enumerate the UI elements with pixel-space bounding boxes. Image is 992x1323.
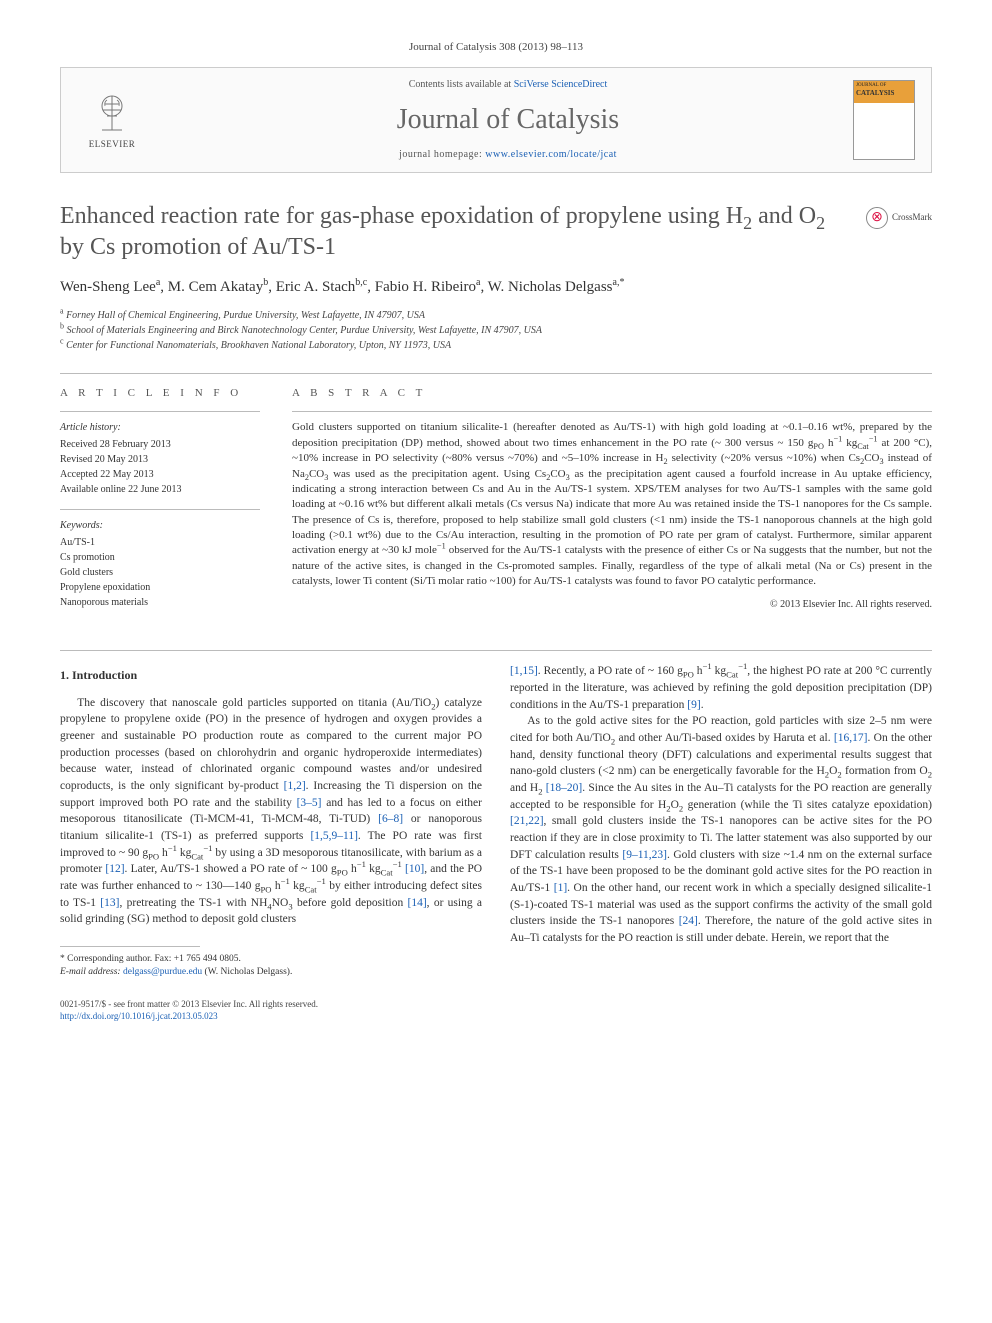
divider	[60, 650, 932, 651]
info-abstract-row: A R T I C L E I N F O Article history: R…	[60, 386, 932, 622]
header-center: Contents lists available at SciVerse Sci…	[163, 78, 853, 161]
page-footer: 0021-9517/$ - see front matter © 2013 El…	[60, 998, 932, 1023]
corresponding-author-note: * Corresponding author. Fax: +1 765 494 …	[60, 953, 482, 980]
journal-name: Journal of Catalysis	[163, 100, 853, 139]
journal-cover-thumbnail: JOURNAL OF CATALYSIS	[853, 80, 915, 160]
journal-header-box: ELSEVIER Contents lists available at Sci…	[60, 67, 932, 172]
corr-email-suffix: (W. Nicholas Delgass).	[202, 967, 292, 977]
footer-front-matter: 0021-9517/$ - see front matter © 2013 El…	[60, 998, 932, 1011]
homepage-prefix: journal homepage:	[399, 149, 485, 160]
email-label: E-mail address:	[60, 967, 123, 977]
journal-reference: Journal of Catalysis 308 (2013) 98–113	[60, 40, 932, 55]
body-two-column: 1. Introduction The discovery that nanos…	[60, 663, 932, 979]
cover-top-text: JOURNAL OF	[856, 83, 912, 89]
elsevier-logo: ELSEVIER	[77, 85, 147, 155]
divider	[60, 373, 932, 374]
section-1-heading: 1. Introduction	[60, 667, 482, 684]
corr-line-1: * Corresponding author. Fax: +1 765 494 …	[60, 953, 482, 966]
sciencedirect-link[interactable]: SciVerse ScienceDirect	[514, 79, 608, 90]
affiliations: a Forney Hall of Chemical Engineering, P…	[60, 308, 932, 353]
intro-paragraph-1: The discovery that nanoscale gold partic…	[60, 695, 482, 928]
history-label: Article history:	[60, 420, 260, 435]
keywords-list: Au/TS-1Cs promotionGold clustersPropylen…	[60, 535, 260, 610]
abstract-copyright: © 2013 Elsevier Inc. All rights reserved…	[292, 598, 932, 612]
corr-email-line: E-mail address: delgass@purdue.edu (W. N…	[60, 966, 482, 979]
contents-prefix: Contents lists available at	[409, 79, 514, 90]
keywords-block: Keywords: Au/TS-1Cs promotionGold cluste…	[60, 509, 260, 610]
intro-paragraph-3: As to the gold active sites for the PO r…	[510, 713, 932, 946]
footnote-separator	[60, 946, 200, 947]
abstract-text: Gold clusters supported on titanium sili…	[292, 411, 932, 589]
elsevier-label: ELSEVIER	[89, 138, 136, 151]
article-info-heading: A R T I C L E I N F O	[60, 386, 260, 401]
history-list: Received 28 February 2013Revised 20 May …	[60, 437, 260, 497]
abstract-heading: A B S T R A C T	[292, 386, 932, 401]
crossmark-icon: ⊗	[866, 207, 888, 229]
keywords-label: Keywords:	[60, 518, 260, 533]
article-title: Enhanced reaction rate for gas-phase epo…	[60, 201, 854, 263]
cover-title-text: CATALYSIS	[856, 90, 912, 98]
article-history-block: Article history: Received 28 February 20…	[60, 411, 260, 497]
corr-email-link[interactable]: delgass@purdue.edu	[123, 967, 202, 977]
author-list: Wen-Sheng Leea, M. Cem Akatayb, Eric A. …	[60, 277, 932, 298]
journal-homepage-line: journal homepage: www.elsevier.com/locat…	[163, 148, 853, 162]
article-info-column: A R T I C L E I N F O Article history: R…	[60, 386, 260, 622]
crossmark-badge[interactable]: ⊗ CrossMark	[866, 207, 932, 229]
homepage-link[interactable]: www.elsevier.com/locate/jcat	[485, 149, 617, 160]
crossmark-label: CrossMark	[892, 211, 932, 224]
contents-available-line: Contents lists available at SciVerse Sci…	[163, 78, 853, 92]
abstract-column: A B S T R A C T Gold clusters supported …	[292, 386, 932, 622]
elsevier-tree-icon	[89, 90, 135, 136]
intro-paragraph-2: [1,15]. Recently, a PO rate of ~ 160 gPO…	[510, 663, 932, 713]
doi-link[interactable]: http://dx.doi.org/10.1016/j.jcat.2013.05…	[60, 1011, 218, 1021]
title-row: Enhanced reaction rate for gas-phase epo…	[60, 201, 932, 263]
